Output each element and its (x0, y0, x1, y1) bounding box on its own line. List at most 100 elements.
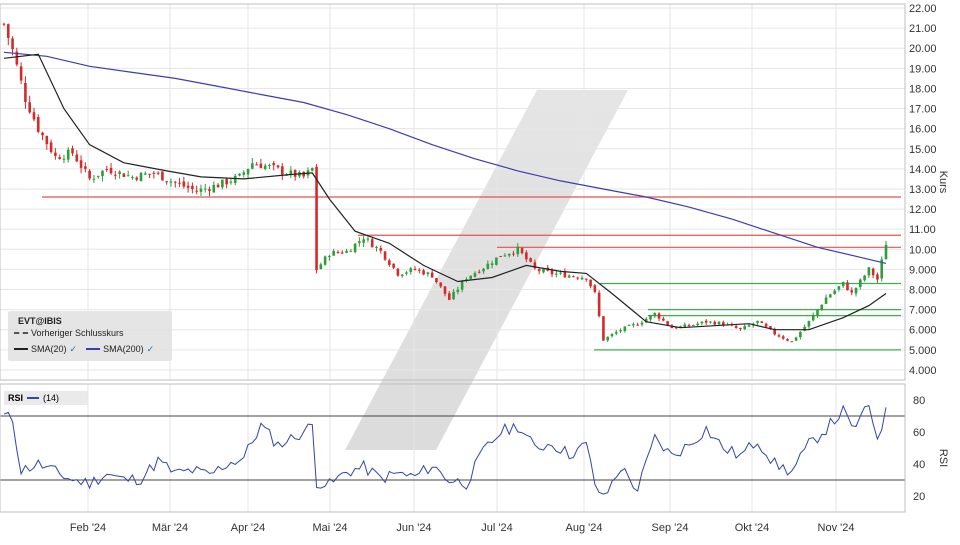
price-y-tick-label: 5.000 (909, 345, 937, 357)
candle-body (216, 184, 220, 188)
legend-sma20-label: SMA(20) (31, 344, 67, 354)
candle-body (687, 325, 691, 327)
candle-body (456, 289, 460, 293)
price-y-tick-label: 7.000 (909, 305, 937, 317)
price-y-tick-label: 4.000 (909, 365, 937, 377)
legend-sma-row: SMA(20) ✓ SMA(200) ✓ (14, 343, 154, 355)
candle-body (696, 323, 699, 326)
sma200-check-icon[interactable]: ✓ (146, 343, 155, 354)
x-tick-label: Jul '24 (481, 522, 512, 534)
candle-body (555, 273, 558, 275)
candle-body (19, 66, 23, 81)
candle-body (666, 321, 669, 325)
candle-body (126, 175, 130, 177)
candle-body (773, 328, 776, 335)
candle-body (824, 297, 828, 304)
candle-body (353, 243, 357, 253)
candle-body (148, 173, 151, 175)
price-y-tick-label: 9.000 (909, 264, 937, 276)
candle-body (191, 185, 194, 190)
candle-body (584, 278, 588, 280)
candle-body (597, 292, 601, 317)
candle-body (62, 158, 66, 160)
candle-body (109, 168, 113, 174)
candle-body (563, 271, 567, 278)
candle-body (323, 256, 327, 265)
candle-body (225, 179, 228, 185)
candle-body (221, 179, 224, 188)
sma20-check-icon[interactable]: ✓ (69, 343, 78, 354)
x-tick-label: Sep '24 (652, 522, 689, 534)
sma20-line-icon (14, 348, 28, 350)
candle-body (178, 182, 181, 184)
candle-body (379, 248, 383, 251)
candle-body (24, 82, 27, 102)
price-y-tick-label: 11.00 (909, 224, 936, 236)
candle-body (837, 286, 841, 290)
candle-body (829, 294, 832, 298)
candle-body (859, 279, 862, 288)
candle-body (764, 323, 768, 327)
candle-body (781, 336, 785, 339)
price-y-tick-label: 19.00 (909, 63, 937, 75)
candle-body (114, 174, 117, 176)
candle-body (777, 335, 781, 337)
candle-body (490, 263, 494, 266)
candle-body (161, 171, 164, 181)
candle-body (512, 253, 515, 255)
candle-body (486, 263, 490, 270)
price-y-tick-label: 6.000 (909, 325, 937, 337)
candle-body (122, 173, 126, 177)
candle-body (589, 279, 592, 287)
candle-body (516, 246, 520, 255)
candle-body (649, 315, 652, 320)
candle-body (409, 268, 413, 272)
price-y-tick-label: 8.000 (909, 285, 937, 297)
candle-body (482, 268, 485, 272)
candle-body (49, 142, 53, 153)
candle-body (169, 181, 173, 183)
price-y-tick-label: 10.00 (909, 244, 937, 256)
candle-body (820, 304, 824, 310)
candle-body (662, 318, 665, 321)
candle-body (465, 279, 468, 281)
candle-body (75, 154, 79, 162)
candle-body (880, 259, 884, 279)
candle-body (310, 167, 314, 171)
candle-body (717, 321, 721, 325)
candle-body (118, 171, 121, 174)
candle-body (469, 275, 472, 279)
candle-body (460, 281, 464, 290)
candle-body (435, 278, 438, 282)
candle-body (430, 272, 434, 278)
candle-body (268, 164, 271, 166)
candle-body (614, 331, 618, 334)
rsi-y-tick-label: 80 (913, 395, 925, 407)
candle-body (413, 268, 417, 270)
x-tick-label: Jun '24 (396, 522, 431, 534)
candle-body (576, 277, 580, 279)
candle-body (6, 24, 10, 38)
candle-body (336, 251, 340, 253)
candle-body (71, 148, 74, 154)
rsi-panel-frame (0, 383, 906, 513)
candle-body (182, 181, 186, 187)
candle-body (362, 239, 365, 243)
candle-body (854, 287, 858, 294)
candle-body (602, 316, 605, 341)
candle-body (418, 269, 421, 271)
candle-body (623, 326, 627, 332)
candle-body (674, 327, 678, 329)
candle-body (593, 285, 597, 292)
candle-body (807, 320, 811, 327)
candle-body (799, 331, 802, 338)
candle-body (32, 112, 36, 120)
candle-body (786, 339, 789, 341)
price-y-tick-label: 15.00 (909, 144, 937, 156)
candle-body (640, 322, 644, 325)
candle-body (452, 291, 455, 300)
candle-body (135, 177, 139, 180)
candle-body (66, 149, 70, 160)
price-y-tick-label: 14.00 (909, 164, 937, 176)
